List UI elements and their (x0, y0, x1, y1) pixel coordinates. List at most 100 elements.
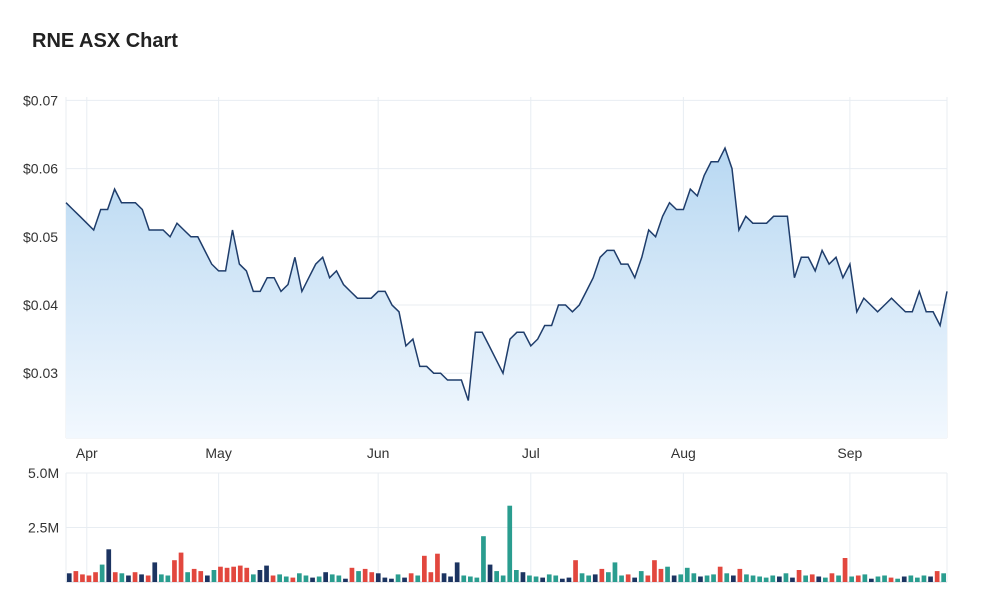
volume-bar (145, 575, 151, 582)
volume-bar (297, 573, 302, 582)
price-x-axis: Apr May Jun Jul Aug Sep (76, 445, 863, 461)
volume-bar (362, 568, 368, 582)
volume-bar (264, 565, 269, 582)
volume-bar (849, 576, 854, 582)
volume-bar (165, 575, 171, 582)
volume-bar (823, 577, 828, 582)
volume-bar (99, 564, 105, 582)
volume-bar (645, 575, 651, 582)
volume-bar (310, 577, 315, 582)
volume-bar (744, 574, 749, 582)
volume-bar (612, 562, 618, 582)
volume-bar (441, 573, 447, 582)
volume-bar (329, 574, 335, 582)
volume-bar (237, 565, 243, 582)
volume-bar (270, 575, 276, 582)
volume-bar (895, 578, 900, 582)
volume-bar (533, 576, 539, 582)
volume-bar (553, 575, 559, 582)
volume-bar (303, 575, 309, 582)
volume-bar (369, 572, 375, 582)
price-x-tick-label: May (205, 445, 231, 461)
volume-bar (632, 577, 637, 582)
price-y-tick-label: $0.06 (23, 161, 58, 177)
volume-bar (875, 576, 881, 582)
volume-bar (698, 576, 703, 582)
volume-bar (882, 575, 887, 582)
volume-bar (777, 576, 782, 582)
volume-bar (86, 575, 92, 582)
volume-bar (283, 576, 289, 582)
volume-bar (888, 577, 894, 582)
volume-bar (579, 573, 585, 582)
volume-bar (461, 575, 467, 582)
volume-bar (928, 576, 933, 582)
volume-bar (527, 575, 532, 582)
volume-bar (731, 575, 736, 582)
price-x-tick-label: Sep (837, 445, 862, 461)
volume-bar (343, 578, 348, 582)
price-x-tick-label: Jun (367, 445, 390, 461)
volume-bar (507, 505, 513, 582)
volume-bar (678, 574, 684, 582)
volume-bar (546, 574, 552, 582)
volume-bar (796, 570, 802, 582)
volume-bar (941, 573, 946, 582)
volume-bar (625, 574, 631, 582)
price-y-tick-label: $0.03 (23, 365, 58, 381)
volume-bar (316, 576, 322, 582)
chart-title: RNE ASX Chart (32, 30, 178, 52)
volume-bar (500, 575, 506, 582)
volume-bar (737, 568, 743, 582)
volume-bar (842, 558, 848, 582)
volume-bar (428, 572, 434, 582)
volume-bar (198, 571, 204, 582)
volume-bar (290, 577, 296, 582)
volume-bar (80, 574, 85, 582)
volume-bar (684, 567, 690, 582)
volume-bar (481, 536, 486, 582)
volume-bar (573, 560, 578, 582)
volume-bar (277, 574, 282, 582)
volume-bar (586, 575, 591, 582)
volume-bar (244, 567, 250, 582)
volume-bar (231, 566, 236, 582)
volume-bar (112, 572, 118, 582)
volume-bar (211, 570, 217, 582)
volume-bar (468, 576, 473, 582)
volume-bar (126, 575, 131, 582)
volume-bar (783, 573, 789, 582)
price-x-tick-label: Aug (671, 445, 696, 461)
volume-bar (514, 570, 519, 582)
volume-y-tick-label: 5.0M (28, 465, 59, 481)
volume-bars (66, 505, 946, 582)
price-y-tick-label: $0.04 (23, 297, 58, 313)
volume-bar (619, 575, 624, 582)
volume-bar (375, 573, 381, 582)
volume-bar (869, 578, 874, 582)
volume-bar (224, 567, 230, 582)
volume-bar (152, 562, 158, 582)
volume-y-axis: 5.0M 2.5M (28, 465, 59, 536)
price-x-tick-label: Jul (522, 445, 540, 461)
volume-bar (790, 577, 795, 582)
volume-bar (73, 571, 79, 582)
volume-bar (323, 572, 328, 582)
volume-bar (119, 573, 125, 582)
volume-bar (172, 560, 177, 582)
volume-bar (770, 575, 776, 582)
price-y-tick-label: $0.07 (23, 92, 58, 108)
price-area (66, 148, 947, 438)
volume-bar (132, 572, 138, 582)
volume-bar (592, 574, 598, 582)
volume-bar (750, 575, 756, 582)
price-x-tick-label: Apr (76, 445, 98, 461)
volume-bar (422, 555, 427, 582)
volume-bar (901, 576, 907, 582)
volume-bar (487, 564, 493, 582)
volume-bar (448, 576, 453, 582)
volume-bar (652, 560, 657, 582)
volume-bar (474, 577, 480, 582)
volume-bar (816, 576, 822, 582)
